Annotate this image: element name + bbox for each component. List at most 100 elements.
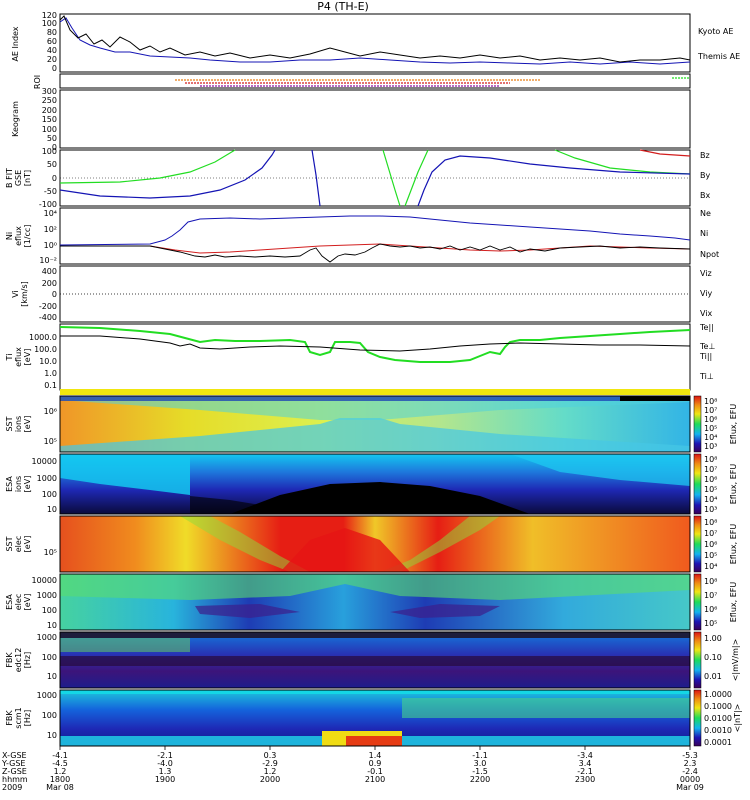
axis-row-label-hhmm: hhmm: [2, 775, 28, 784]
esa2-ylabel-1: ESA: [5, 594, 14, 610]
ne-line: [60, 243, 691, 254]
esa1-tick-100: 100: [42, 490, 57, 499]
esa2-purple-right: [390, 604, 500, 618]
cbar-fbk2-label: <|nT|>: [733, 704, 742, 733]
axis-row-label-y: Y-GSE: [1, 759, 25, 768]
tick-1900-z: 1.3: [159, 767, 172, 776]
fbk1-band-dark: [60, 656, 690, 666]
esa2-tick-10: 10: [47, 621, 57, 630]
fbk2-panel: FBK scm1 [Hz] 1000 100 10: [5, 689, 691, 747]
ni-tick-1e2: 10²: [44, 225, 57, 234]
roi-ylabel: ROI: [33, 75, 42, 89]
fbk2-tick-1000: 1000: [37, 691, 57, 700]
sst1-frame: [59, 395, 691, 453]
fbk1-tick-1000: 1000: [37, 633, 57, 642]
tick-2300-y: 3.4: [579, 759, 592, 768]
tick-start-date: Mar 08: [46, 783, 74, 792]
fbk1-top-dark: [60, 632, 690, 638]
tick-2000-y: -2.9: [262, 759, 278, 768]
keogram-frame: [59, 89, 691, 149]
fbk1-frame: [59, 631, 691, 689]
sst1-panel: SST ions [eV] 10⁶ 10⁵: [5, 395, 691, 453]
esa2-ylabel-2: elec: [14, 594, 23, 610]
tick-1900-hhmm: 1900: [155, 775, 175, 784]
tick-1900-y: -4.0: [157, 759, 173, 768]
esa1-black-dome: [230, 482, 530, 514]
tick-0000-y: 2.3: [684, 759, 697, 768]
sst2-frame: [59, 515, 691, 573]
esa2-panel: ESA elec [eV] 10000 1000 100 10: [5, 573, 691, 631]
fbk1-tick-10: 10: [47, 672, 57, 681]
tick-2300-z: -2.1: [577, 767, 593, 776]
cbar-esa1-tick-3: 10⁵: [704, 485, 717, 494]
legend-bx: Bx: [700, 191, 710, 200]
bfit-ylabel-1: B FIT: [5, 168, 14, 188]
cbar-sst2-tick-3: 10⁵: [704, 551, 717, 560]
cbar-esa1-tick-4: 10⁴: [704, 495, 717, 504]
ni-ylabel-3: [1/cc]: [23, 225, 32, 248]
sst2-ylabel-3: [eV]: [23, 536, 32, 553]
by-line: [59, 149, 691, 207]
ae-tick-60: 60: [47, 37, 57, 46]
tick-1800-y: -4.5: [52, 759, 68, 768]
tick-1800-x: -4.1: [52, 751, 68, 760]
legend-kyoto-ae: Kyoto AE: [698, 27, 733, 36]
tick-2000-z: 1.2: [264, 767, 277, 776]
sst1-top-strip-dark: [620, 396, 690, 401]
time-axis: X-GSE Y-GSE Z-GSE hhmm 2009 -4.1 -4.5 1.…: [1, 746, 704, 792]
sst1-ylabel-1: SST: [5, 416, 14, 431]
keogram-ylabel: Keogram: [11, 101, 20, 137]
bfit-panel: B FIT GSE [nT] 100 50 0 -50 -100 Bz By B…: [5, 147, 710, 209]
vi-tick-400: 400: [42, 267, 57, 276]
bfit-ylabel-2: GSE: [14, 170, 23, 186]
legend-by: By: [700, 171, 710, 180]
tick-2200-y: 3.0: [474, 759, 487, 768]
roi-frame: [59, 73, 691, 89]
cbar-sst1-tick-1: 10⁷: [704, 406, 717, 415]
keogram-tick-250: 250: [42, 96, 57, 105]
tick-2300-x: -3.4: [577, 751, 593, 760]
sst1-ylabel-3: [eV]: [23, 416, 32, 433]
tick-end-date: Mar 09: [676, 783, 704, 792]
cbar-esa2-tick-0: 10⁸: [704, 577, 717, 586]
keogram-tick-150: 150: [42, 115, 57, 124]
cbar-sst2-tick-0: 10⁸: [704, 518, 717, 527]
cbar-fbk1-tick-0: 1.00: [704, 634, 722, 643]
tick-1800-z: 1.2: [54, 767, 67, 776]
esa1-tick-10: 10: [47, 505, 57, 514]
cbar-fbk1-tick-1: 0.10: [704, 653, 722, 662]
bfit-tick-0: 0: [52, 174, 57, 183]
sst2-green-arch-left: [180, 516, 310, 572]
esa2-green-upper: [60, 574, 690, 600]
kyoto-ae-line: [59, 17, 691, 65]
tick-2000-x: 0.3: [264, 751, 277, 760]
legend-vix: Vix: [700, 309, 713, 318]
cbar-sst1-tick-4: 10⁴: [704, 433, 717, 442]
sst2-red-core: [280, 528, 410, 572]
cbar-esa2-tick-3: 10⁵: [704, 619, 717, 628]
cbar-esa1-tick-5: 10³: [704, 505, 717, 514]
ae-tick-120: 120: [42, 11, 57, 20]
cbar-fbk2-tick-2: 0.0100: [704, 714, 732, 723]
sst2-ylabel-2: elec: [14, 536, 23, 552]
tick-2000-hhmm: 2000: [260, 775, 280, 784]
cbar-sst1-label: Eflux, EFU: [729, 404, 738, 445]
cbar-esa2-label: Eflux, EFU: [729, 582, 738, 623]
ni-line: [59, 215, 691, 246]
ae-panel: AE Index 120 100 80 60 40 20 0 Kyoto AE …: [11, 11, 740, 73]
vi-tick-0: 0: [52, 290, 57, 299]
bfit-tick-50: 50: [47, 160, 57, 169]
cbar-fbk2-tick-4: 0.0001: [704, 738, 732, 747]
sst2-ylabel-1: SST: [5, 536, 14, 551]
bfit-tick-minus50: -50: [44, 187, 57, 196]
npot-line: [60, 243, 691, 263]
tick-0000-hhmm: 0000: [680, 775, 700, 784]
cbar-esa2-tick-1: 10⁷: [704, 591, 717, 600]
axis-row-label-z: Z-GSE: [2, 767, 27, 776]
cbar-esa1-tick-0: 10⁸: [704, 455, 717, 464]
tick-2300-hhmm: 2300: [575, 775, 595, 784]
fbk2-ylabel-3: [Hz]: [23, 710, 32, 726]
ti-panel: Ti eflux [eV] 1000.0 100.0 10.0 1.0 0.1 …: [5, 323, 715, 391]
vi-ylabel-1: Vi: [11, 290, 20, 298]
